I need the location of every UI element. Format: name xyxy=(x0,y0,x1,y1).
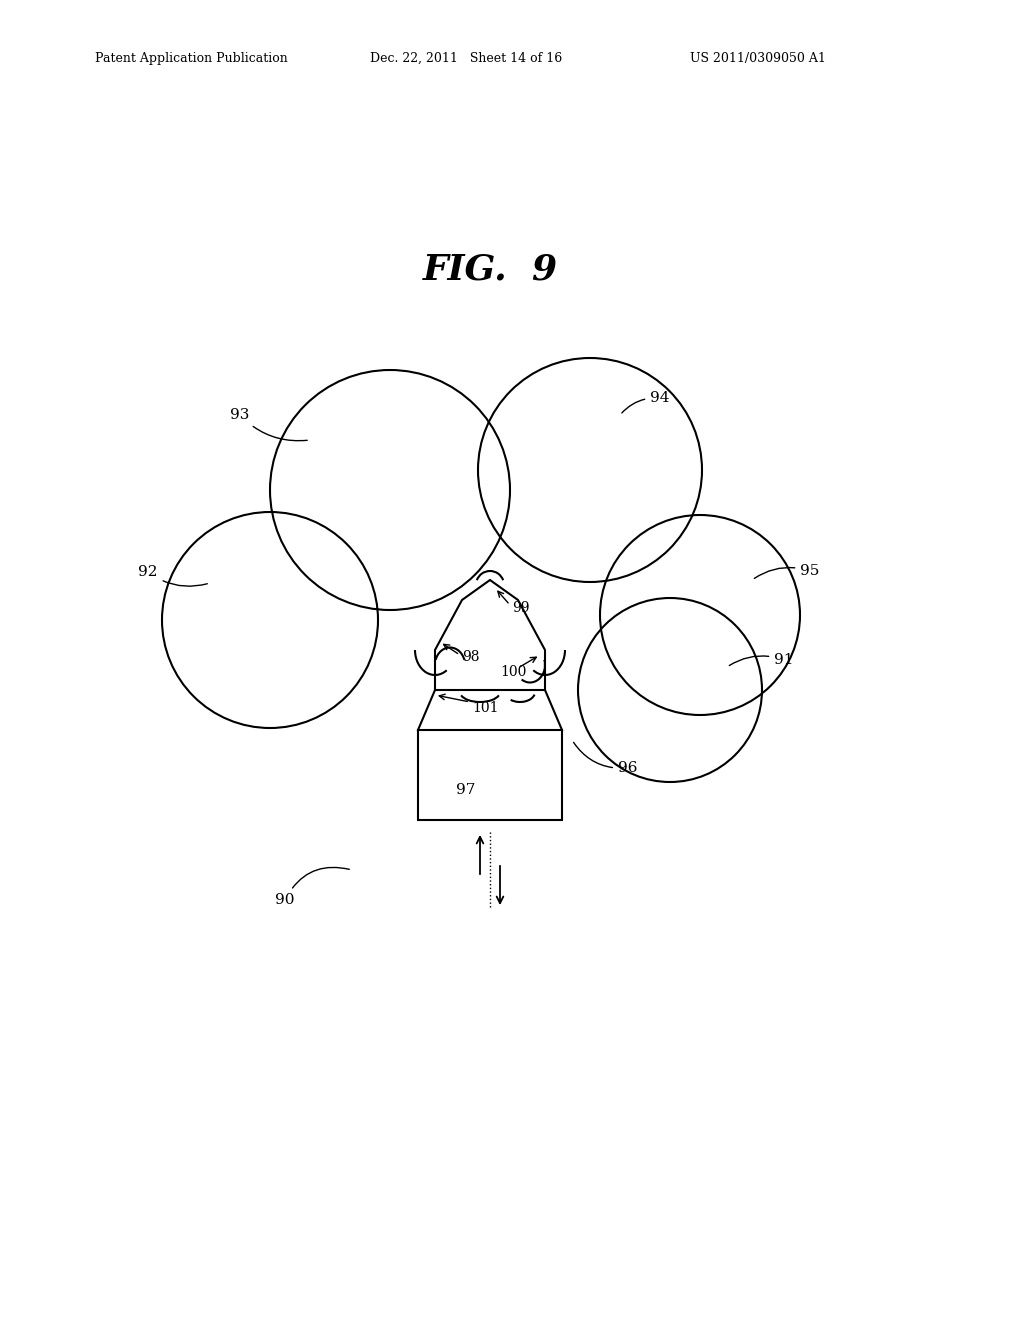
Text: FIG.  9: FIG. 9 xyxy=(423,253,557,286)
Text: 92: 92 xyxy=(138,565,207,586)
Text: US 2011/0309050 A1: US 2011/0309050 A1 xyxy=(690,51,826,65)
Bar xyxy=(418,730,562,820)
Text: 98: 98 xyxy=(462,649,479,664)
Text: 100: 100 xyxy=(500,665,526,678)
Text: 90: 90 xyxy=(275,867,349,907)
Text: 95: 95 xyxy=(755,564,819,578)
Text: 91: 91 xyxy=(729,653,794,667)
Text: 96: 96 xyxy=(573,742,638,775)
Text: Patent Application Publication: Patent Application Publication xyxy=(95,51,288,65)
Text: 94: 94 xyxy=(622,391,670,413)
Text: 97: 97 xyxy=(456,783,475,797)
Text: 99: 99 xyxy=(512,601,529,615)
Text: 101: 101 xyxy=(472,701,499,715)
Text: Dec. 22, 2011   Sheet 14 of 16: Dec. 22, 2011 Sheet 14 of 16 xyxy=(370,51,562,65)
Text: 93: 93 xyxy=(230,408,307,441)
